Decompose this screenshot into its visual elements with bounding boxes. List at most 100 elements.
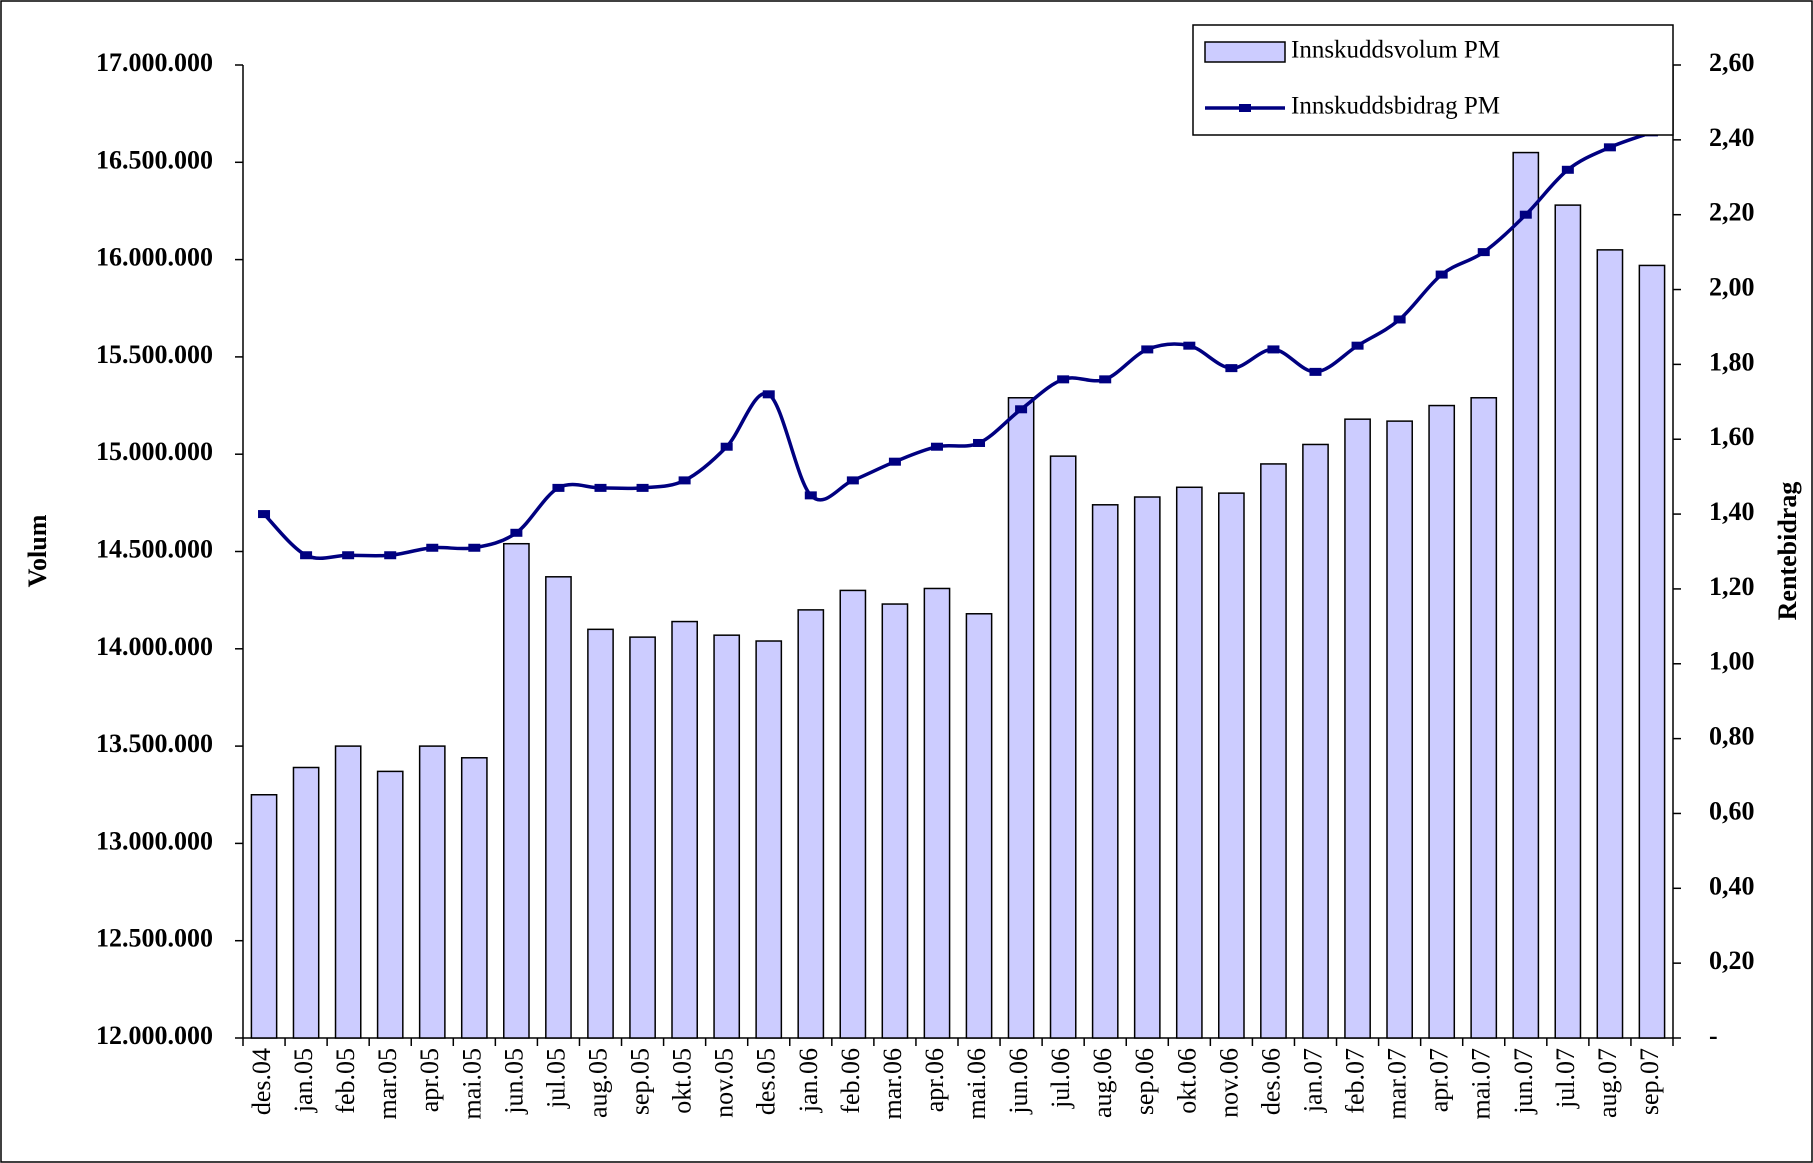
x-tick-label: mai.06 <box>962 1048 991 1120</box>
bar <box>1638 264 1666 1039</box>
bar <box>250 794 278 1039</box>
x-tick-label: jul.06 <box>1046 1048 1075 1109</box>
line-marker <box>1603 143 1616 152</box>
y-tick-label: 13.000.000 <box>96 826 213 855</box>
bar <box>629 636 656 1039</box>
x-tick-label: mar.06 <box>878 1048 907 1120</box>
line-marker <box>888 457 901 466</box>
bar <box>503 542 530 1039</box>
x-tick-label: jul.07 <box>1551 1048 1580 1109</box>
y2-tick-label: 2,60 <box>1709 48 1755 77</box>
x-tick-label: apr.05 <box>415 1048 444 1112</box>
y-tick-label: 15.000.000 <box>96 437 213 466</box>
bar <box>1596 249 1624 1039</box>
bar <box>839 589 867 1039</box>
bar <box>334 745 362 1039</box>
x-tick-label: jan.06 <box>794 1048 823 1113</box>
bar <box>713 634 741 1039</box>
line-marker <box>804 491 817 500</box>
y-tick-label: 12.500.000 <box>96 924 213 953</box>
line-marker <box>762 390 775 399</box>
y-tick-label: 17.000.000 <box>96 48 213 77</box>
y2-tick-label: - <box>1709 1021 1718 1050</box>
line-marker <box>1099 375 1112 384</box>
y-tick-label: 15.500.000 <box>96 340 213 369</box>
legend-label: Innskuddsvolum PM <box>1291 37 1500 64</box>
bar <box>1470 397 1498 1039</box>
x-tick-label: mai.05 <box>457 1048 486 1120</box>
y-tick-label: 14.500.000 <box>96 534 213 563</box>
x-tick-label: apr.06 <box>920 1048 949 1112</box>
bar <box>671 620 698 1039</box>
line-marker <box>1225 364 1238 373</box>
line-marker <box>342 551 355 560</box>
bar <box>1133 496 1161 1039</box>
line-marker <box>1519 210 1532 219</box>
y2-tick-label: 0,80 <box>1709 722 1755 751</box>
line-marker <box>678 476 691 485</box>
x-tick-label: okt.05 <box>668 1048 697 1114</box>
y2-tick-label: 1,80 <box>1709 347 1755 376</box>
bar <box>923 587 951 1039</box>
x-tick-label: feb.06 <box>836 1048 865 1114</box>
bar <box>1049 455 1077 1039</box>
y-tick-label: 13.500.000 <box>96 729 213 758</box>
x-tick-label: aug.06 <box>1088 1048 1117 1118</box>
bar <box>1007 397 1035 1039</box>
legend-swatch-marker <box>1239 104 1251 112</box>
x-tick-label: des.04 <box>247 1048 276 1115</box>
y2-tick-label: 0,40 <box>1709 871 1755 900</box>
line-marker <box>300 551 313 560</box>
line-marker <box>258 510 271 519</box>
bar <box>1512 151 1540 1039</box>
y2-tick-label: 1,00 <box>1709 647 1755 676</box>
bar <box>1260 463 1287 1039</box>
x-tick-label: feb.05 <box>331 1048 360 1114</box>
y-tick-label: 12.000.000 <box>96 1021 213 1050</box>
bar <box>1302 443 1329 1039</box>
bar <box>1218 492 1245 1039</box>
bar <box>797 609 825 1039</box>
y-tick-label: 16.000.000 <box>96 243 213 272</box>
line-marker <box>426 543 439 552</box>
bar <box>545 576 572 1039</box>
line-marker <box>594 483 607 492</box>
y2-tick-label: 1,40 <box>1709 497 1755 526</box>
x-tick-label: sep.07 <box>1635 1048 1664 1115</box>
line-marker <box>1393 315 1406 324</box>
bar <box>1554 204 1582 1039</box>
y2-tick-label: 1,20 <box>1709 572 1755 601</box>
line-marker <box>1435 270 1448 279</box>
y2-tick-label: 2,40 <box>1709 123 1755 152</box>
line-marker <box>846 476 859 485</box>
bar <box>1175 486 1203 1039</box>
line-marker <box>1015 405 1028 414</box>
line-marker <box>720 442 733 451</box>
x-tick-label: mar.07 <box>1383 1048 1412 1120</box>
bar <box>1344 418 1371 1039</box>
bar <box>1091 504 1119 1039</box>
line-marker <box>1309 367 1322 376</box>
line <box>262 130 1653 561</box>
x-tick-label: des.05 <box>752 1048 781 1115</box>
x-tick-label: jun.07 <box>1509 1048 1538 1115</box>
x-tick-label: mai.07 <box>1467 1048 1496 1120</box>
line-marker <box>636 483 649 492</box>
x-tick-label: jun.05 <box>499 1048 528 1115</box>
line-marker <box>930 442 943 451</box>
line-marker <box>1267 345 1280 354</box>
x-tick-label: nov.05 <box>710 1048 739 1118</box>
line-marker <box>1477 248 1490 257</box>
y2-tick-label: 0,20 <box>1709 946 1755 975</box>
x-tick-label: jan.05 <box>289 1048 318 1113</box>
y-tick-label: 16.500.000 <box>96 145 213 174</box>
x-tick-label: nov.06 <box>1214 1048 1243 1118</box>
bar <box>965 613 993 1039</box>
x-tick-label: jan.07 <box>1298 1048 1327 1113</box>
y-tick-label: 14.000.000 <box>96 632 213 661</box>
y2-tick-label: 1,60 <box>1709 422 1755 451</box>
bar <box>1386 420 1413 1039</box>
line-marker <box>468 543 481 552</box>
line-marker <box>1141 345 1154 354</box>
x-tick-label: okt.06 <box>1172 1048 1201 1114</box>
